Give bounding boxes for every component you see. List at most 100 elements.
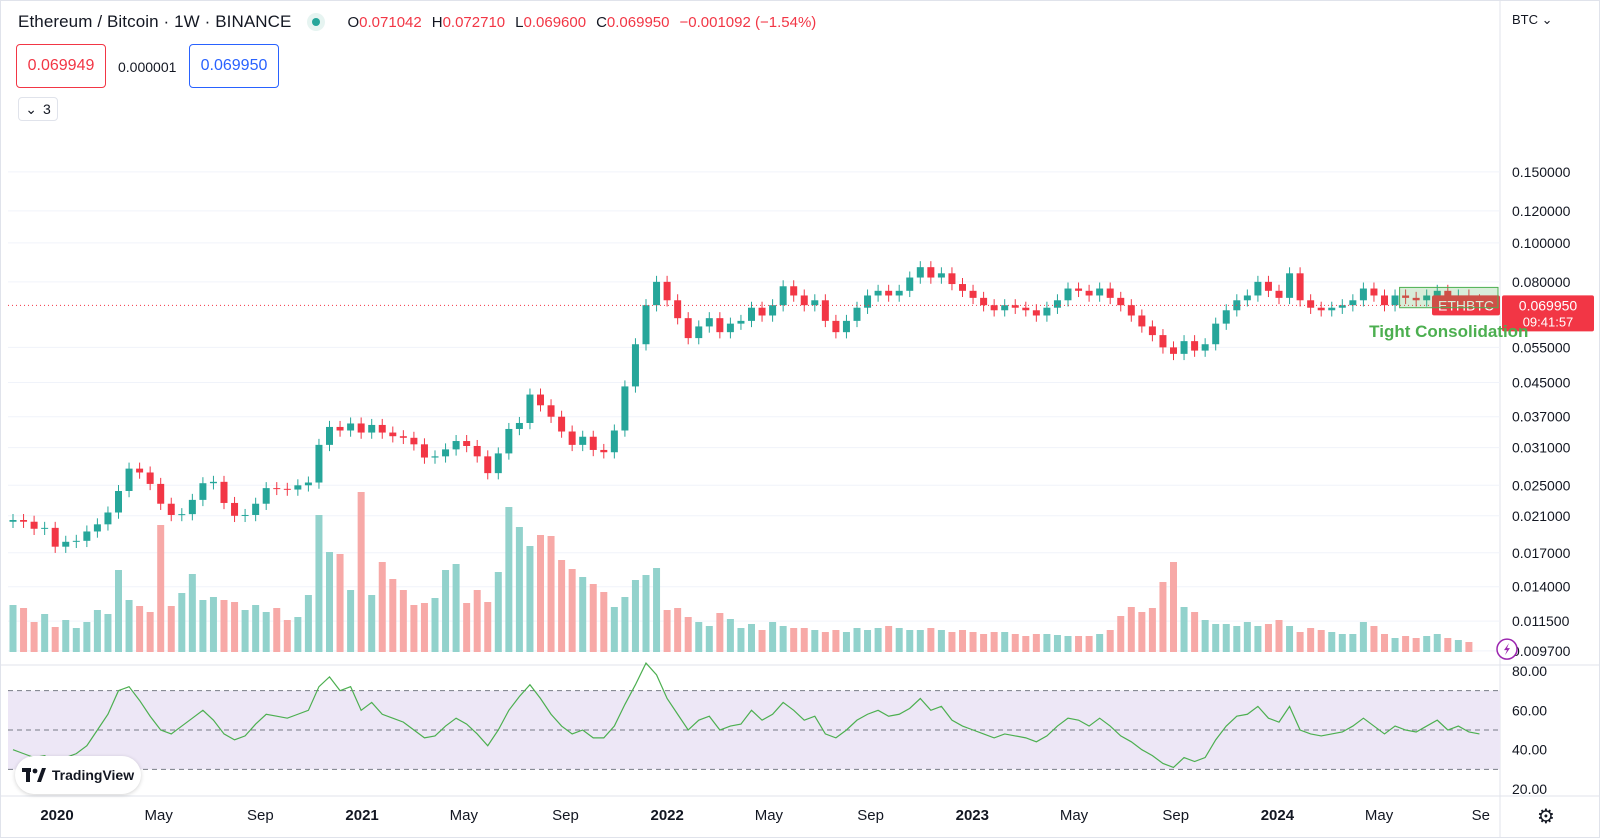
candle-body [842, 320, 850, 333]
volume-bar [853, 628, 861, 652]
countdown-label: 09:41:57 [1523, 314, 1574, 329]
candle-body [1022, 307, 1030, 311]
low-value: 0.069600 [523, 13, 587, 31]
buy-price-button[interactable]: 0.069950 [189, 44, 279, 88]
volume-bar [304, 595, 312, 652]
volume-bar [136, 606, 144, 652]
volume-bar [1170, 562, 1177, 652]
volume-bar [347, 590, 355, 652]
volume-bar [1043, 634, 1051, 652]
candle-body [1328, 307, 1336, 311]
candle-body [864, 295, 872, 308]
volume-bar [273, 608, 281, 652]
volume-bar [969, 632, 977, 652]
price-tick-label: 0.021000 [1512, 508, 1571, 524]
candle-body [885, 290, 893, 296]
volume-bar [72, 628, 80, 652]
volume-bar [30, 622, 38, 652]
candle-body [463, 441, 471, 446]
volume-bar [842, 632, 850, 652]
volume-bar [631, 580, 639, 652]
candle-body [1212, 323, 1220, 345]
candle-body [716, 318, 724, 333]
price-tick-label: 0.120000 [1512, 203, 1571, 219]
volume-bar [537, 535, 544, 652]
volume-bar [684, 617, 692, 652]
settings-gear-icon[interactable]: ⚙ [1537, 806, 1555, 828]
candle-body [1001, 305, 1009, 311]
candle-body [1222, 310, 1230, 324]
volume-bar [115, 570, 122, 652]
candle-body [948, 273, 956, 285]
time-tick-label: May [1365, 807, 1394, 824]
candle-body [273, 488, 281, 490]
volume-bar [1212, 624, 1220, 652]
volume-bar [1423, 636, 1431, 652]
volume-bar [1011, 634, 1019, 652]
time-tick-label: 2020 [40, 807, 73, 824]
tradingview-logo[interactable]: TradingView [15, 756, 141, 794]
last-price-label: 0.069950 [1519, 297, 1578, 313]
currency-selector[interactable]: BTC ⌄ [1512, 12, 1553, 28]
candle-body [72, 540, 80, 542]
rsi-tick-label: 40.00 [1512, 742, 1547, 758]
candle-body [547, 405, 555, 417]
volume-bar [1106, 630, 1114, 652]
sell-price-button[interactable]: 0.069949 [16, 44, 106, 88]
candle-body [326, 426, 333, 445]
volume-bar [378, 562, 386, 652]
candle-body [558, 416, 566, 432]
volume-bar [51, 627, 59, 652]
volume-bar [716, 613, 724, 652]
volume-bar [326, 552, 333, 652]
volume-bar [610, 607, 618, 652]
close-key: C [596, 13, 607, 31]
symbol-title[interactable]: Ethereum / Bitcoin · 1W · BINANCE [18, 12, 292, 31]
candle-body [378, 424, 386, 433]
candle-body [505, 428, 513, 454]
volume-bar [1138, 612, 1146, 652]
volume-bar [178, 593, 186, 652]
volume-bar [283, 620, 291, 652]
candle-body [895, 290, 903, 296]
volume-bar [1233, 626, 1241, 652]
price-tick-label: 0.100000 [1512, 235, 1571, 251]
candle-body [20, 520, 28, 522]
candle-body [167, 503, 175, 515]
rsi-band [8, 690, 1500, 770]
candle-body [790, 286, 798, 296]
logo-text: TradingView [51, 767, 135, 783]
volume-bar [1254, 626, 1262, 652]
candle-body [209, 481, 217, 484]
candle-body [51, 527, 59, 547]
volume-bar [1201, 620, 1209, 652]
rsi-line [12, 661, 1480, 769]
volume-bar [452, 564, 460, 652]
candle-body [663, 281, 671, 301]
time-tick-label: 2024 [1261, 807, 1295, 824]
indicators-toggle-button[interactable]: ⌄ 3 [18, 97, 58, 121]
volume-bar [790, 628, 798, 652]
symbol-tag: ETHBTC [1438, 297, 1494, 313]
market-status-icon[interactable] [307, 13, 326, 31]
candle-body [125, 468, 133, 491]
time-tick-label: Sep [1162, 807, 1189, 824]
volume-bar [1191, 612, 1199, 652]
price-tick-label: 0.009700 [1512, 643, 1571, 659]
indicators-count: 3 [42, 101, 51, 117]
consolidation-box[interactable] [1399, 286, 1499, 309]
candle-body [1053, 300, 1061, 308]
candle-body [188, 499, 196, 515]
last-price-tag-bg [1502, 295, 1594, 332]
volume-bars [9, 492, 1473, 652]
candle-body [1412, 297, 1420, 301]
time-tick-label: Se [1472, 807, 1490, 824]
volume-bar [758, 630, 766, 652]
volume-bar [1402, 636, 1410, 652]
candle-body [1085, 290, 1093, 296]
volume-bar [336, 554, 344, 652]
candle-body [368, 424, 376, 433]
price-tick-label: 0.150000 [1512, 164, 1571, 180]
volume-bar [484, 602, 492, 652]
